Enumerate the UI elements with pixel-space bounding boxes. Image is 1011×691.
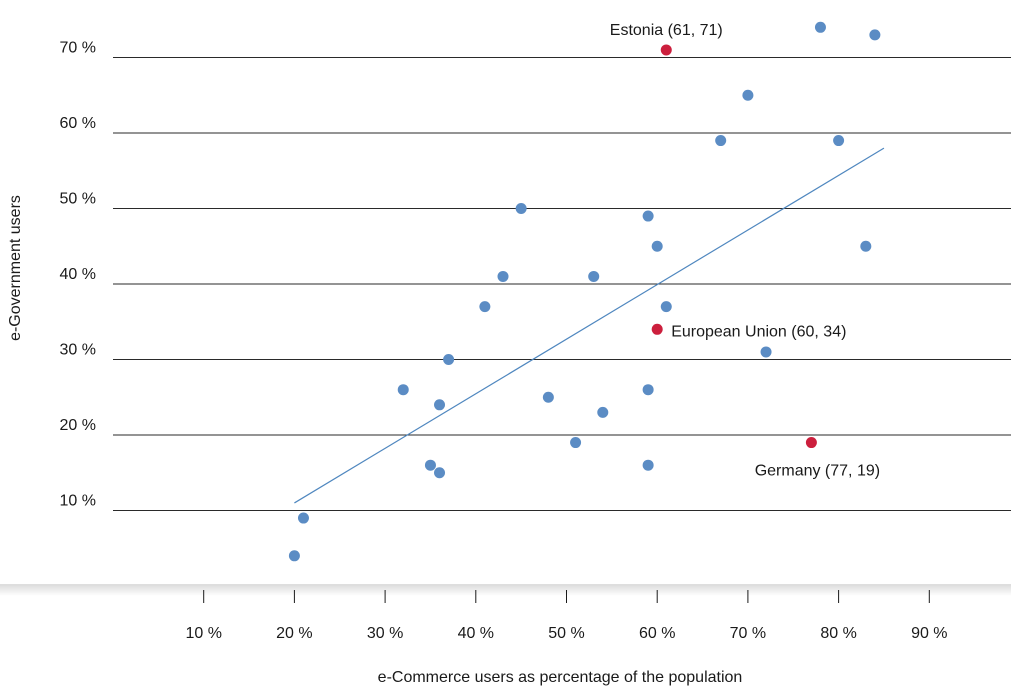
data-point (642, 384, 654, 396)
x-axis-ticks: 10 % 20 % 30 % 40 % 50 % 60 % 70 % 80 % 90 % (185, 590, 948, 642)
data-point (542, 391, 554, 403)
data-point (833, 135, 845, 147)
highlighted-point (651, 323, 663, 335)
y-tick-label: 60 % (60, 115, 96, 132)
data-point (288, 550, 300, 562)
y-tick-label: 10 % (60, 493, 96, 510)
data-point (434, 467, 446, 479)
y-axis-title: e-Government users (7, 195, 24, 341)
x-tick-label: 70 % (730, 625, 766, 642)
x-tick-label: 60 % (639, 625, 675, 642)
data-point (597, 406, 609, 418)
data-point (742, 89, 754, 101)
data-point (397, 384, 409, 396)
point-annotation: Estonia (61, 71) (610, 22, 723, 39)
data-point (760, 346, 772, 358)
data-point (860, 240, 872, 252)
point-annotation: Germany (77, 19) (755, 463, 880, 480)
y-tick-label: 20 % (60, 417, 96, 434)
data-point (642, 459, 654, 471)
data-points (288, 21, 881, 562)
x-tick-label: 50 % (548, 625, 584, 642)
data-point (570, 437, 582, 449)
y-tick-label: 40 % (60, 266, 96, 283)
highlighted-point (660, 44, 672, 56)
data-point (814, 21, 826, 33)
data-point (869, 29, 881, 41)
y-tick-label: 30 % (60, 342, 96, 359)
grid-lines (113, 57, 1011, 511)
x-tick-label: 80 % (820, 625, 856, 642)
data-point (479, 301, 491, 313)
highlighted-points: Estonia (61, 71) European Union (60, 34) G… (610, 22, 880, 480)
x-tick-label: 30 % (367, 625, 403, 642)
x-tick-label: 10 % (185, 625, 221, 642)
data-point (642, 210, 654, 222)
y-tick-label: 70 % (60, 40, 96, 57)
x-tick-label: 90 % (911, 625, 947, 642)
y-tick-label: 50 % (60, 191, 96, 208)
data-point (651, 240, 663, 252)
x-tick-label: 40 % (458, 625, 494, 642)
x-axis-baseline-shadow (0, 586, 1011, 596)
y-axis-ticks: 10 % 20 % 30 % 40 % 50 % 60 % 70 % (60, 40, 96, 510)
data-point (588, 270, 600, 282)
data-point (434, 399, 446, 411)
x-axis-title: e-Commerce users as percentage of the po… (378, 669, 743, 686)
point-annotation: European Union (60, 34) (671, 323, 846, 340)
data-point (424, 459, 436, 471)
x-tick-label: 20 % (276, 625, 312, 642)
data-point (497, 270, 509, 282)
data-point (515, 203, 527, 214)
data-point (297, 512, 309, 524)
trend-line (294, 147, 885, 504)
highlighted-point (805, 437, 817, 449)
data-point (715, 135, 727, 147)
data-point (660, 301, 672, 313)
data-point (443, 354, 455, 365)
